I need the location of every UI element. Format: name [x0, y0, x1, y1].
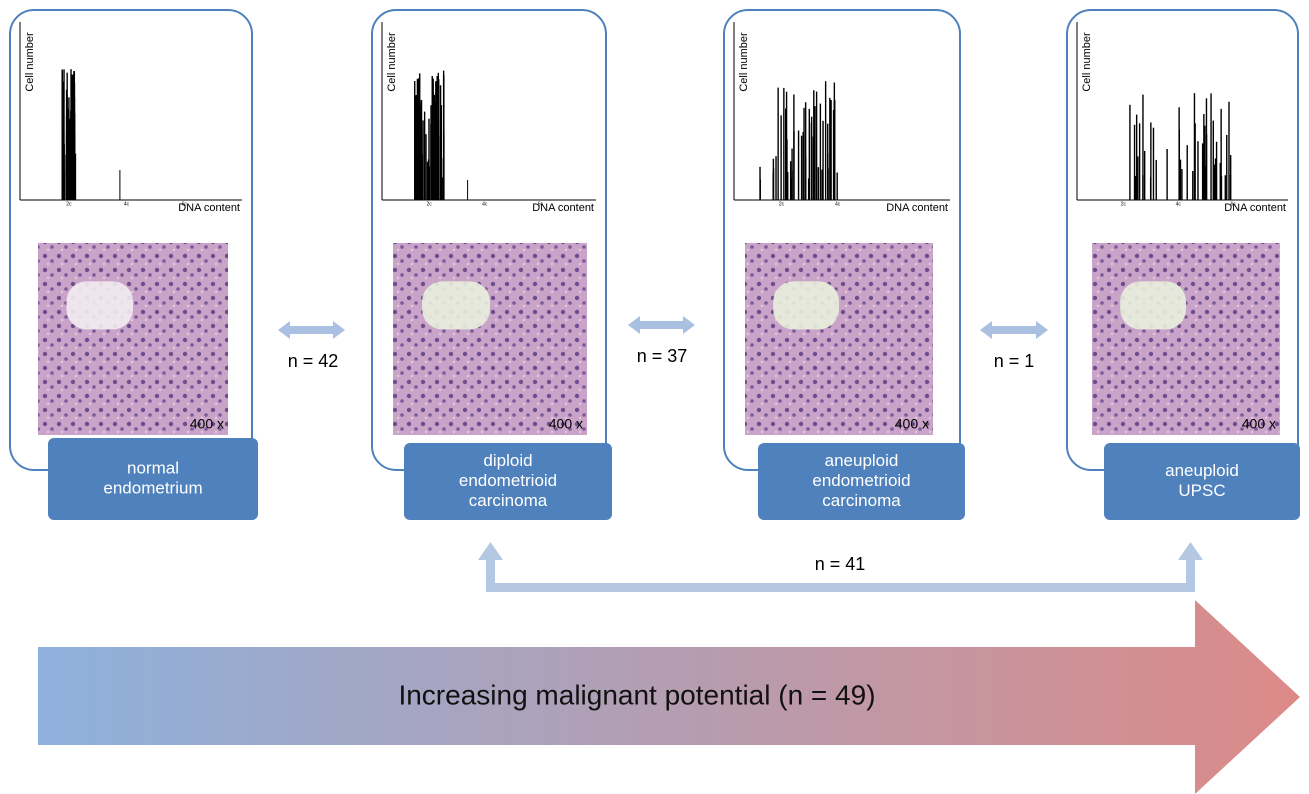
trend-label: Increasing malignant potential (n = 49)	[398, 679, 875, 710]
x-tick-label: 2c	[779, 201, 785, 207]
histology-lumen	[773, 281, 839, 330]
stage-label: UPSC	[1178, 481, 1225, 500]
x-tick-label: 6c	[1230, 201, 1236, 207]
histology-image	[393, 243, 587, 435]
histology-lumen	[422, 281, 490, 330]
stage-label: endometrioid	[812, 471, 910, 490]
x-axis-label: DNA content	[886, 202, 948, 214]
magnification: 400 x	[549, 416, 583, 432]
y-axis-label: Cell number	[24, 32, 36, 92]
histogram: Cell number DNA content 2c 4c 6c	[381, 22, 596, 214]
histology-image	[38, 243, 228, 435]
magnification: 400 x	[190, 416, 224, 432]
y-axis-label: Cell number	[1081, 32, 1093, 92]
double-arrow	[278, 321, 345, 339]
x-tick-label: 6c	[538, 201, 544, 207]
stage-label: aneuploid	[1165, 461, 1239, 480]
x-tick-label: 6c	[182, 201, 188, 207]
double-arrow	[628, 316, 695, 334]
panel: Cell number DNA content 2c 4c 6c 400 x diploid…	[371, 9, 612, 520]
stage-label-box	[758, 443, 965, 520]
x-axis-label: DNA content	[178, 202, 240, 214]
magnification: 400 x	[895, 416, 929, 432]
trend-arrow-shape	[38, 600, 1300, 794]
x-axis-label: DNA content	[1224, 202, 1286, 214]
x-tick-label: 4c	[1176, 201, 1182, 207]
x-axis-label: DNA content	[532, 202, 594, 214]
x-tick-label: 4c	[124, 201, 130, 207]
stage-label: endometrium	[103, 478, 202, 497]
panel: Cell number DNA content 2c 4c 6c 400 x aneuplo…	[1066, 9, 1300, 520]
panel: Cell number DNA content 2c 4c 400 x aneuploid…	[723, 9, 965, 520]
magnification: 400 x	[1242, 416, 1276, 432]
stage-label-box	[1104, 443, 1300, 520]
x-tick-label: 2c	[66, 201, 72, 207]
double-arrow	[980, 321, 1048, 339]
bottom-connector	[478, 542, 1203, 592]
comparison-label: n = 37	[637, 346, 688, 366]
histogram: Cell number DNA content 2c 4c	[733, 22, 950, 214]
y-axis-label: Cell number	[738, 32, 750, 92]
y-axis-label: Cell number	[386, 32, 398, 92]
panel: Cell number DNA content 2c 4c 6c 400 x normale…	[9, 9, 258, 520]
histology-image	[745, 243, 933, 435]
stage-label: diploid	[483, 451, 532, 470]
stage-label: normal	[127, 458, 179, 477]
trend-arrow: Increasing malignant potential (n = 49)	[38, 600, 1300, 794]
stage-label: carcinoma	[822, 491, 901, 510]
stage-label: aneuploid	[825, 451, 899, 470]
x-tick-label: 4c	[482, 201, 488, 207]
histology-lumen	[66, 281, 133, 330]
histogram: Cell number DNA content 2c 4c 6c	[19, 22, 242, 214]
histology-image	[1092, 243, 1280, 435]
stage-label: endometrioid	[459, 471, 557, 490]
histology-lumen	[1120, 281, 1186, 330]
comparison-label: n = 41	[815, 554, 866, 574]
comparison-label: n = 42	[288, 351, 339, 371]
x-tick-label: 2c	[1121, 201, 1127, 207]
x-tick-label: 4c	[835, 201, 841, 207]
histogram: Cell number DNA content 2c 4c 6c	[1076, 22, 1288, 214]
stage-label: carcinoma	[469, 491, 548, 510]
comparison-label: n = 1	[994, 351, 1035, 371]
stage-label-box	[404, 443, 612, 520]
stage-label-box	[48, 438, 258, 520]
x-tick-label: 2c	[426, 201, 432, 207]
